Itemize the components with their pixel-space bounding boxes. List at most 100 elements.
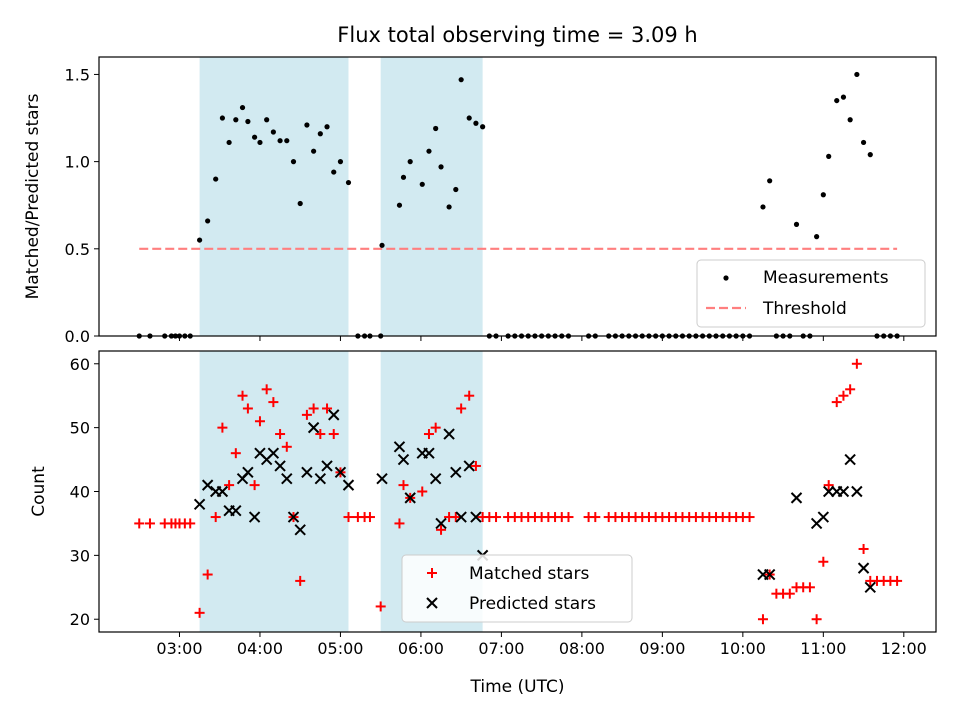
data-point-measurement xyxy=(284,138,290,144)
cross-stroke xyxy=(301,466,313,479)
x-tick-label: 11:00 xyxy=(800,639,846,658)
data-point-matched xyxy=(194,607,205,618)
cross-stroke xyxy=(254,447,266,459)
cross-stroke xyxy=(851,485,863,498)
data-point-measurement xyxy=(446,204,452,210)
legend-marker-predicted xyxy=(426,597,438,609)
x-tick-label: 09:00 xyxy=(639,639,685,658)
cross-stroke xyxy=(429,473,442,485)
cross-stroke xyxy=(426,597,438,609)
y-tick-label: 40 xyxy=(70,483,90,502)
data-point-matched xyxy=(343,512,354,523)
data-point-measurement xyxy=(226,139,232,146)
data-point-predicted xyxy=(443,428,455,440)
legend-label-threshold: Threshold xyxy=(762,299,847,319)
data-point-predicted xyxy=(393,441,406,453)
data-point-matched xyxy=(328,429,339,440)
data-point-matched xyxy=(818,556,829,567)
data-point-matched xyxy=(398,480,409,491)
cross-stroke xyxy=(281,473,293,485)
data-point-measurement xyxy=(847,117,853,123)
cross-stroke xyxy=(248,511,261,523)
data-point-matched xyxy=(301,409,312,420)
data-point-matched xyxy=(254,416,265,427)
x-tick-label: 10:00 xyxy=(720,639,766,658)
data-point-predicted xyxy=(287,511,300,523)
axes-frame xyxy=(98,56,937,337)
data-point-matched xyxy=(237,390,248,401)
count-axes: 03:00 04:00 05:00 06:00 07:00 08:00 09:00 10:00… xyxy=(70,350,937,658)
data-point-matched xyxy=(450,512,461,523)
data-point-predicted xyxy=(837,485,850,498)
cross-stroke xyxy=(314,473,327,485)
data-point-predicted xyxy=(301,466,313,479)
data-point-measurement xyxy=(277,138,283,144)
cross-stroke xyxy=(455,511,467,523)
y-tick-label: 30 xyxy=(70,546,90,565)
cross-stroke xyxy=(334,466,347,479)
data-point-matched xyxy=(202,569,213,580)
data-point-predicted xyxy=(864,581,876,594)
data-point-measurement xyxy=(264,117,270,123)
y-tick-label: 1.5 xyxy=(65,65,90,84)
y-tick-label: 20 xyxy=(70,610,90,629)
shaded-interval xyxy=(380,57,483,336)
y-tick-label: 50 xyxy=(70,419,90,438)
cross-stroke xyxy=(450,466,462,479)
cross-stroke xyxy=(328,409,340,421)
data-point-matched xyxy=(364,512,375,523)
cross-stroke xyxy=(463,460,475,472)
x-axis-label: Time (UTC) xyxy=(470,677,565,697)
data-point-matched xyxy=(375,601,386,612)
data-point-predicted xyxy=(435,517,447,530)
y-axis-label-ratio: Matched/Predicted stars xyxy=(23,93,43,299)
data-point-measurement xyxy=(251,134,258,140)
data-point-measurement xyxy=(379,242,385,248)
data-point-matched xyxy=(295,575,306,586)
legend-ratio: Measurements Threshold xyxy=(696,259,926,328)
data-point-predicted xyxy=(321,460,333,472)
data-point-matched xyxy=(217,422,228,433)
data-point-predicted xyxy=(397,453,410,466)
data-point-measurement xyxy=(245,118,251,125)
data-point-predicted xyxy=(314,473,327,485)
data-point-measurement xyxy=(793,221,800,227)
x-tick-label: 08:00 xyxy=(559,639,605,658)
cross-stroke xyxy=(404,492,416,504)
cross-stroke xyxy=(216,485,229,498)
data-point-measurement xyxy=(840,94,847,100)
legend-count: Matched stars Predicted stars xyxy=(401,554,633,623)
data-point-predicted xyxy=(294,524,306,536)
data-point-predicted xyxy=(193,498,206,510)
cross-stroke xyxy=(393,441,406,453)
data-point-measurement xyxy=(834,97,840,104)
data-point-measurement xyxy=(426,148,432,154)
data-point-predicted xyxy=(470,511,482,523)
data-point-matched xyxy=(470,460,481,471)
data-point-matched xyxy=(784,588,795,599)
data-point-predicted xyxy=(267,447,280,459)
data-point-predicted xyxy=(334,466,347,479)
data-point-matched xyxy=(308,403,319,414)
data-point-predicted xyxy=(376,473,388,485)
y-axis-label-count: Count xyxy=(29,466,49,517)
data-point-measurement xyxy=(480,124,486,130)
legend-label-matched: Matched stars xyxy=(469,564,589,584)
cross-stroke xyxy=(230,504,242,517)
cross-stroke xyxy=(201,479,214,491)
data-point-matched xyxy=(210,512,221,523)
data-point-measurement xyxy=(345,179,352,186)
cross-stroke xyxy=(864,581,876,594)
legend-marker-matched xyxy=(427,568,437,578)
data-point-matched xyxy=(892,575,903,586)
data-point-measurement xyxy=(466,115,472,121)
data-point-matched xyxy=(268,397,279,408)
legend-label-measurements: Measurements xyxy=(763,268,889,288)
data-point-measurement xyxy=(239,104,246,111)
data-point-matched xyxy=(456,403,467,414)
x-tick-label: 05:00 xyxy=(317,639,363,658)
cross-stroke xyxy=(193,498,206,510)
data-point-measurement xyxy=(337,159,344,165)
cross-stroke xyxy=(274,460,286,472)
